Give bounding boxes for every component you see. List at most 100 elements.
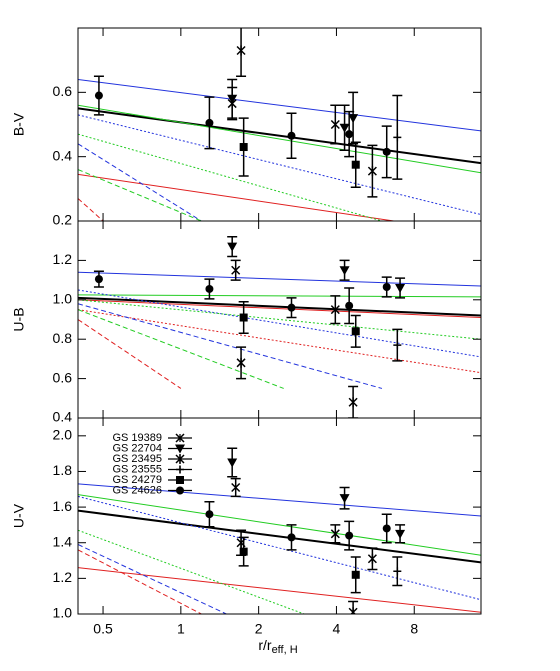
y-axis-label: B-V xyxy=(11,112,27,136)
marker xyxy=(176,465,184,474)
y-tick-label: 1.2 xyxy=(53,569,73,585)
marker xyxy=(367,166,377,177)
model-line xyxy=(78,299,481,319)
model-line xyxy=(78,294,481,298)
legend-label: GS 19389 xyxy=(112,432,162,444)
marker xyxy=(205,284,214,293)
y-axis-label: U-V xyxy=(11,503,27,528)
marker xyxy=(351,160,360,169)
model-line xyxy=(78,549,202,614)
legend-label: GS 24626 xyxy=(112,484,162,496)
y-tick-label: 1.6 xyxy=(53,498,73,514)
legend-label: GS 23495 xyxy=(112,453,162,465)
marker xyxy=(94,275,103,284)
marker xyxy=(382,282,391,291)
model-line xyxy=(78,133,383,221)
model-line xyxy=(78,309,284,389)
model-line xyxy=(78,107,481,165)
legend-label: GS 24279 xyxy=(112,474,162,486)
marker xyxy=(345,531,354,540)
marker xyxy=(205,510,214,519)
marker xyxy=(227,94,238,104)
y-tick-label: 1.2 xyxy=(53,251,73,267)
y-tick-label: 1.0 xyxy=(53,291,73,307)
legend-label: GS 22704 xyxy=(112,442,162,454)
y-tick-label: 2.0 xyxy=(53,427,73,443)
model-line xyxy=(78,509,481,564)
model-line xyxy=(78,319,182,389)
plot-area xyxy=(78,28,481,221)
marker xyxy=(367,553,377,564)
model-line xyxy=(78,299,481,340)
x-tick-label: 2 xyxy=(255,621,263,637)
marker xyxy=(382,524,391,533)
model-line xyxy=(78,114,481,216)
marker xyxy=(94,91,103,100)
y-tick-label: 0.6 xyxy=(53,83,73,99)
marker xyxy=(393,341,402,350)
y-tick-label: 0.2 xyxy=(53,212,73,228)
y-tick-label: 0.4 xyxy=(53,147,73,163)
model-line xyxy=(78,567,481,613)
x-axis-label-main: r/r xyxy=(258,637,272,653)
marker xyxy=(395,529,406,539)
model-line xyxy=(78,173,398,221)
model-line xyxy=(78,529,305,614)
marker xyxy=(382,147,391,156)
marker xyxy=(339,494,350,504)
marker xyxy=(239,143,248,152)
model-line xyxy=(78,494,481,556)
model-line xyxy=(78,104,481,174)
marker xyxy=(176,486,184,495)
x-axis-label-sub: eff, H xyxy=(272,644,298,656)
y-tick-label: 1.4 xyxy=(53,533,73,549)
marker xyxy=(236,357,246,368)
marker xyxy=(175,454,185,464)
marker xyxy=(227,242,238,252)
marker xyxy=(231,482,241,493)
frame xyxy=(77,417,482,615)
marker xyxy=(351,327,360,336)
marker xyxy=(175,444,185,454)
model-line xyxy=(78,309,481,374)
x-tick-label: 0.5 xyxy=(93,621,113,637)
marker xyxy=(393,567,402,576)
marker xyxy=(231,265,241,275)
x-tick-label: 4 xyxy=(333,621,341,637)
marker xyxy=(176,476,184,484)
marker xyxy=(175,433,185,443)
marker xyxy=(351,570,360,579)
marker xyxy=(330,305,340,315)
y-tick-label: 0.8 xyxy=(53,330,73,346)
model-line xyxy=(78,303,383,389)
model-line xyxy=(78,271,481,287)
y-tick-label: 0.4 xyxy=(53,409,73,425)
marker xyxy=(287,131,296,140)
model-line xyxy=(78,483,481,517)
marker xyxy=(395,283,406,293)
marker xyxy=(348,397,358,408)
y-tick-label: 1.0 xyxy=(53,605,73,621)
legend-label: GS 23555 xyxy=(112,463,162,475)
x-axis-label: r/reff, H xyxy=(258,637,297,656)
marker xyxy=(287,303,296,312)
marker xyxy=(239,313,248,322)
x-tick-label: 8 xyxy=(410,621,418,637)
model-line xyxy=(78,289,481,358)
marker xyxy=(205,118,214,127)
marker xyxy=(393,133,402,142)
marker xyxy=(330,119,340,130)
marker xyxy=(330,529,340,539)
y-axis-label: U-B xyxy=(11,307,27,331)
marker xyxy=(345,130,354,139)
model-line xyxy=(78,544,227,614)
x-tick-label: 1 xyxy=(177,621,185,637)
marker xyxy=(348,607,358,614)
model-line xyxy=(78,198,104,221)
plot-area xyxy=(78,236,481,418)
plot-area xyxy=(78,447,481,614)
marker xyxy=(348,114,359,124)
y-tick-label: 1.8 xyxy=(53,462,73,478)
model-line xyxy=(78,78,481,132)
marker xyxy=(239,547,248,556)
